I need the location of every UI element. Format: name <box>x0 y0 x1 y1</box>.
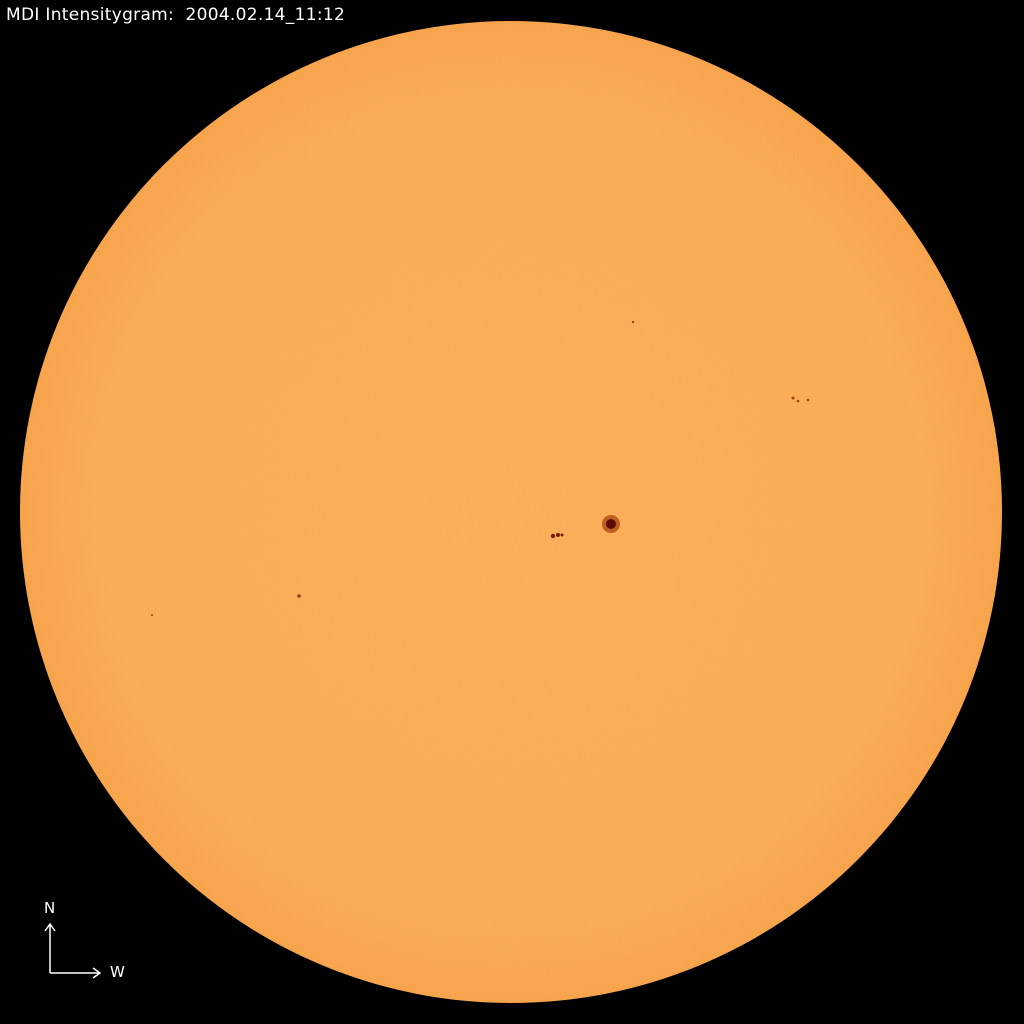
image-title: MDI Intensitygram: 2004.02.14_11:12 <box>6 5 346 25</box>
compass-arrows <box>44 922 102 979</box>
sunspot-main <box>602 515 620 533</box>
granulation-texture <box>20 21 1002 1003</box>
sunspot-group <box>550 533 564 539</box>
compass-west-label: W <box>110 963 125 981</box>
compass-north-label: N <box>44 899 56 917</box>
sunspot-small <box>151 320 810 616</box>
